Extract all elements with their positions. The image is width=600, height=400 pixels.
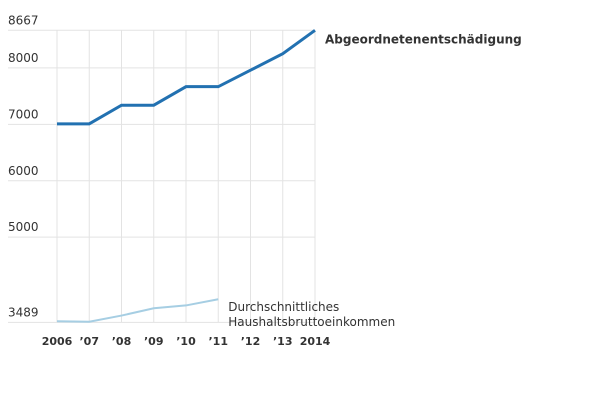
series-label: Durchschnittliches Haushaltsbruttoeinkomm… — [228, 300, 395, 329]
y-tick-label: 8667 — [8, 13, 39, 27]
y-tick-label: 8000 — [8, 51, 39, 65]
x-tick-label: 2006 — [42, 335, 73, 348]
y-tick-label: 7000 — [8, 107, 39, 121]
y-tick-label: 3489 — [8, 305, 39, 319]
x-tick-label: ’08 — [112, 335, 132, 348]
x-tick-label: ’12 — [241, 335, 261, 348]
series-line — [56, 298, 219, 323]
x-tick-label: 2014 — [300, 335, 331, 348]
x-tick-label: ’13 — [273, 335, 293, 348]
x-tick-label: ’11 — [209, 335, 229, 348]
x-tick-label: ’10 — [176, 335, 196, 348]
y-tick-label: 6000 — [8, 164, 39, 178]
series-label: Abgeordnetenentschädigung — [325, 32, 522, 46]
series-line — [57, 29, 316, 126]
y-tick-label: 5000 — [8, 220, 39, 234]
x-tick-label: ’07 — [80, 335, 100, 348]
x-tick-label: ’09 — [144, 335, 164, 348]
